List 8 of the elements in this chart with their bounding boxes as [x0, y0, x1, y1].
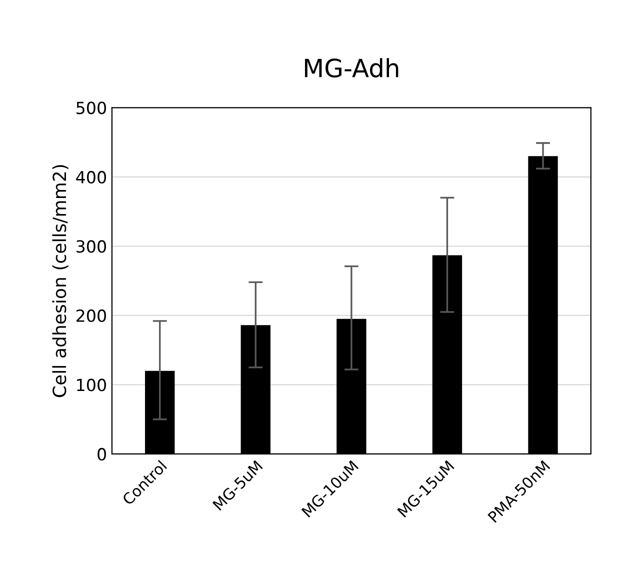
y-tick-label: 0 — [98, 448, 106, 461]
y-tick-label: 200 — [76, 309, 106, 322]
y-tick-label: 400 — [76, 170, 106, 184]
y-tick-label: 100 — [77, 378, 106, 392]
chart-title: MG-Adh — [304, 58, 398, 78]
y-tick-label: 300 — [76, 240, 106, 253]
y-axis-title: Cell adhesion (cells/mm2) — [52, 165, 68, 398]
y-tick-label: 500 — [76, 102, 106, 114]
